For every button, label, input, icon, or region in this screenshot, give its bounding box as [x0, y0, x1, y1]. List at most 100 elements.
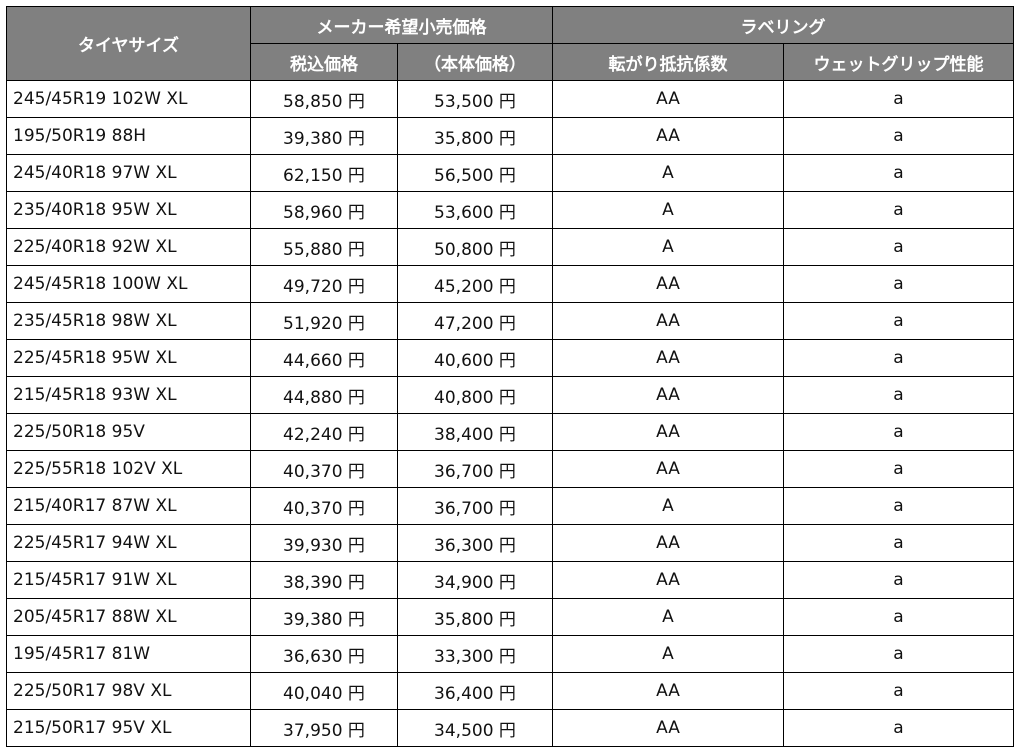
table-row: 225/50R18 95V 42,240 円 38,400 円 AA a [6, 413, 1014, 451]
header-price-group: メーカー希望小売価格 [250, 6, 553, 44]
wet-grip-cell: a [783, 561, 1014, 599]
table-row: 245/45R18 100W XL 49,720 円 45,200 円 AA a [6, 265, 1014, 303]
tire-size-cell: 245/45R18 100W XL [6, 265, 251, 303]
tire-size-cell: 195/50R19 88H [6, 117, 251, 155]
rolling-resistance-cell: AA [552, 413, 784, 451]
price-tax-cell: 39,380 円 [250, 117, 398, 155]
tire-price-table: タイヤサイズ メーカー希望小売価格 ラベリング 税込価格 （本体価格） 転がり抵… [6, 6, 1014, 747]
tire-size-cell: 215/50R17 95V XL [6, 709, 251, 747]
price-tax-cell: 36,630 円 [250, 635, 398, 673]
wet-grip-cell: a [783, 413, 1014, 451]
rolling-resistance-cell: A [552, 191, 784, 229]
table-row: 215/45R18 93W XL 44,880 円 40,800 円 AA a [6, 376, 1014, 414]
rolling-resistance-cell: AA [552, 376, 784, 414]
rolling-resistance-cell: A [552, 598, 784, 636]
tire-size-cell: 215/45R18 93W XL [6, 376, 251, 414]
rolling-resistance-cell: AA [552, 117, 784, 155]
table-row: 225/50R17 98V XL 40,040 円 36,400 円 AA a [6, 672, 1014, 710]
price-base-cell: 35,800 円 [397, 117, 553, 155]
rolling-resistance-cell: AA [552, 339, 784, 377]
price-tax-cell: 39,930 円 [250, 524, 398, 562]
price-base-cell: 33,300 円 [397, 635, 553, 673]
price-base-cell: 36,300 円 [397, 524, 553, 562]
price-base-cell: 40,800 円 [397, 376, 553, 414]
rolling-resistance-cell: AA [552, 80, 784, 118]
tire-size-cell: 205/45R17 88W XL [6, 598, 251, 636]
header-wet-grip: ウェットグリップ性能 [783, 43, 1014, 81]
rolling-resistance-cell: AA [552, 450, 784, 488]
wet-grip-cell: a [783, 80, 1014, 118]
wet-grip-cell: a [783, 302, 1014, 340]
price-tax-cell: 39,380 円 [250, 598, 398, 636]
wet-grip-cell: a [783, 228, 1014, 266]
tire-size-cell: 215/40R17 87W XL [6, 487, 251, 525]
table-row: 235/45R18 98W XL 51,920 円 47,200 円 AA a [6, 302, 1014, 340]
wet-grip-cell: a [783, 376, 1014, 414]
table-row: 195/50R19 88H 39,380 円 35,800 円 AA a [6, 117, 1014, 155]
tire-size-cell: 225/50R17 98V XL [6, 672, 251, 710]
price-base-cell: 45,200 円 [397, 265, 553, 303]
tire-size-cell: 225/45R17 94W XL [6, 524, 251, 562]
table-row: 215/50R17 95V XL 37,950 円 34,500 円 AA a [6, 709, 1014, 747]
rolling-resistance-cell: A [552, 487, 784, 525]
price-base-cell: 47,200 円 [397, 302, 553, 340]
wet-grip-cell: a [783, 598, 1014, 636]
price-base-cell: 34,500 円 [397, 709, 553, 747]
header-tire-size: タイヤサイズ [6, 6, 251, 81]
price-base-cell: 56,500 円 [397, 154, 553, 192]
wet-grip-cell: a [783, 117, 1014, 155]
price-tax-cell: 44,880 円 [250, 376, 398, 414]
tire-size-cell: 225/45R18 95W XL [6, 339, 251, 377]
price-base-cell: 38,400 円 [397, 413, 553, 451]
price-tax-cell: 58,960 円 [250, 191, 398, 229]
price-tax-cell: 55,880 円 [250, 228, 398, 266]
table-row: 225/45R18 95W XL 44,660 円 40,600 円 AA a [6, 339, 1014, 377]
rolling-resistance-cell: AA [552, 561, 784, 599]
table-row: 225/45R17 94W XL 39,930 円 36,300 円 AA a [6, 524, 1014, 562]
price-tax-cell: 58,850 円 [250, 80, 398, 118]
tire-size-cell: 225/40R18 92W XL [6, 228, 251, 266]
price-base-cell: 53,500 円 [397, 80, 553, 118]
rolling-resistance-cell: AA [552, 524, 784, 562]
price-tax-cell: 40,370 円 [250, 487, 398, 525]
wet-grip-cell: a [783, 635, 1014, 673]
price-base-cell: 50,800 円 [397, 228, 553, 266]
price-base-cell: 36,400 円 [397, 672, 553, 710]
wet-grip-cell: a [783, 487, 1014, 525]
table-row: 225/55R18 102V XL 40,370 円 36,700 円 AA a [6, 450, 1014, 488]
wet-grip-cell: a [783, 709, 1014, 747]
wet-grip-cell: a [783, 524, 1014, 562]
price-tax-cell: 49,720 円 [250, 265, 398, 303]
rolling-resistance-cell: A [552, 635, 784, 673]
wet-grip-cell: a [783, 191, 1014, 229]
table-row: 245/45R19 102W XL 58,850 円 53,500 円 AA a [6, 80, 1014, 118]
header-price-tax: 税込価格 [250, 43, 398, 81]
wet-grip-cell: a [783, 672, 1014, 710]
wet-grip-cell: a [783, 339, 1014, 377]
tire-size-cell: 245/45R19 102W XL [6, 80, 251, 118]
rolling-resistance-cell: AA [552, 302, 784, 340]
rolling-resistance-cell: AA [552, 265, 784, 303]
price-tax-cell: 62,150 円 [250, 154, 398, 192]
price-tax-cell: 42,240 円 [250, 413, 398, 451]
price-tax-cell: 51,920 円 [250, 302, 398, 340]
tire-size-cell: 235/40R18 95W XL [6, 191, 251, 229]
header-labeling-group: ラベリング [552, 6, 1014, 44]
tire-size-cell: 245/40R18 97W XL [6, 154, 251, 192]
price-base-cell: 34,900 円 [397, 561, 553, 599]
rolling-resistance-cell: A [552, 154, 784, 192]
price-base-cell: 36,700 円 [397, 487, 553, 525]
header-price-base: （本体価格） [397, 43, 553, 81]
header-rolling-resistance: 転がり抵抗係数 [552, 43, 784, 81]
price-base-cell: 40,600 円 [397, 339, 553, 377]
price-tax-cell: 44,660 円 [250, 339, 398, 377]
tire-size-cell: 235/45R18 98W XL [6, 302, 251, 340]
rolling-resistance-cell: AA [552, 709, 784, 747]
price-base-cell: 36,700 円 [397, 450, 553, 488]
